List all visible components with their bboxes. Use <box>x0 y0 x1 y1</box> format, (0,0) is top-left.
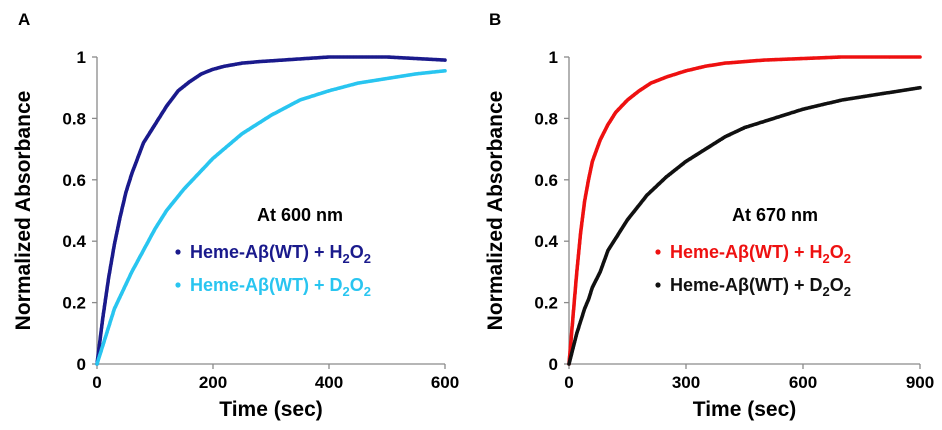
data-point <box>918 85 922 90</box>
series-1 <box>567 85 922 366</box>
legend-marker <box>175 249 181 255</box>
x-tick-label: 400 <box>315 373 343 392</box>
series-1 <box>95 69 447 366</box>
y-tick-label: 0 <box>77 355 86 374</box>
legend-entry-1: Heme-Aβ(WT) + D2O2 <box>670 275 851 299</box>
y-axis-title: Normalized Absorbance <box>484 91 507 331</box>
x-tick-label: 300 <box>672 373 700 392</box>
series-0 <box>567 55 922 366</box>
y-tick-label: 0.2 <box>534 294 558 313</box>
y-tick-label: 0.6 <box>62 171 86 190</box>
panel-letter: B <box>489 10 501 29</box>
x-axis-title: Time (sec) <box>219 398 323 421</box>
legend-marker <box>655 249 661 255</box>
x-tick-label: 600 <box>789 373 817 392</box>
wavelength-annotation: At 600 nm <box>257 205 343 225</box>
y-tick-label: 0 <box>549 355 558 374</box>
x-tick-label: 900 <box>906 373 934 392</box>
x-axis-title: Time (sec) <box>693 398 797 421</box>
panel-letter: A <box>18 10 30 29</box>
wavelength-annotation: At 670 nm <box>732 205 818 225</box>
y-tick-label: 0.8 <box>534 109 558 128</box>
y-tick-label: 0.6 <box>534 171 558 190</box>
y-tick-label: 0.8 <box>62 109 86 128</box>
x-tick-label: 0 <box>92 373 101 392</box>
x-tick-label: 600 <box>431 373 459 392</box>
y-tick-label: 1 <box>549 48 558 67</box>
y-tick-label: 0.2 <box>62 294 86 313</box>
legend-entry-1: Heme-Aβ(WT) + D2O2 <box>190 275 371 299</box>
legend-entry-0: Heme-Aβ(WT) + H2O2 <box>190 242 371 266</box>
data-point <box>918 55 922 59</box>
data-point <box>443 69 447 73</box>
x-tick-label: 200 <box>199 373 227 392</box>
y-tick-label: 1 <box>77 48 86 67</box>
legend-marker <box>655 282 661 288</box>
chart-panel-a: A 0 0.2 0.4 0.6 0.8 1 0 200 400 600 Time (sec) Norma… <box>12 10 459 421</box>
chart-panel-b: B 0 0.2 0.4 0.6 0.8 1 0 300 600 900 Time (sec) Norma… <box>484 10 934 421</box>
y-tick-label: 0.4 <box>534 232 558 251</box>
data-point <box>443 58 447 62</box>
y-tick-label: 0.4 <box>62 232 86 251</box>
legend-entry-0: Heme-Aβ(WT) + H2O2 <box>670 242 851 266</box>
y-axis-title: Normalized Absorbance <box>12 91 35 331</box>
x-tick-label: 0 <box>564 373 573 392</box>
legend-marker <box>175 282 181 288</box>
